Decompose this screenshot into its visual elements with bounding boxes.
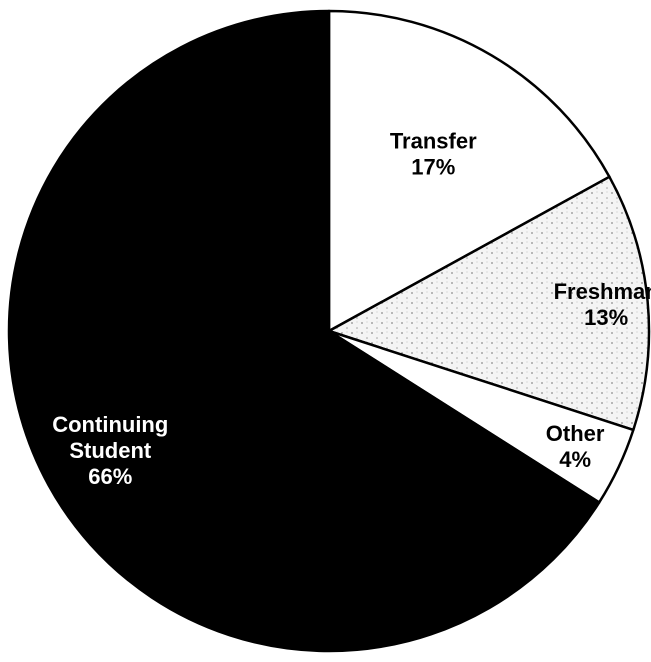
pie-label-name: Continuing (52, 412, 168, 437)
pie-slice-freshman (327, 175, 651, 432)
pie-label-name: Freshman (554, 279, 651, 304)
pie-slice-continuing-student (7, 9, 601, 653)
pie-label-freshman: Freshman 13% (554, 279, 651, 330)
pie-label-continuing-student: Continuing Student 66% (52, 412, 168, 489)
pie-slices (7, 9, 651, 653)
pie-label-percent: 13% (584, 305, 628, 330)
pie-label-name: Transfer (390, 129, 477, 154)
pie-label-percent: 66% (88, 464, 132, 489)
pie-label-other: Other 4% (546, 421, 605, 472)
pie-label-percent: 17% (411, 155, 455, 180)
pie-label-percent: 4% (559, 447, 591, 472)
pie-label-name: Other (546, 421, 605, 446)
pie-labels: Transfer 17% Freshman 13% Other 4% Continuing S… (52, 129, 651, 490)
pie-label-name: Student (69, 438, 152, 463)
pie-label-transfer: Transfer 17% (390, 129, 477, 180)
pie-slice-transfer (327, 9, 611, 333)
